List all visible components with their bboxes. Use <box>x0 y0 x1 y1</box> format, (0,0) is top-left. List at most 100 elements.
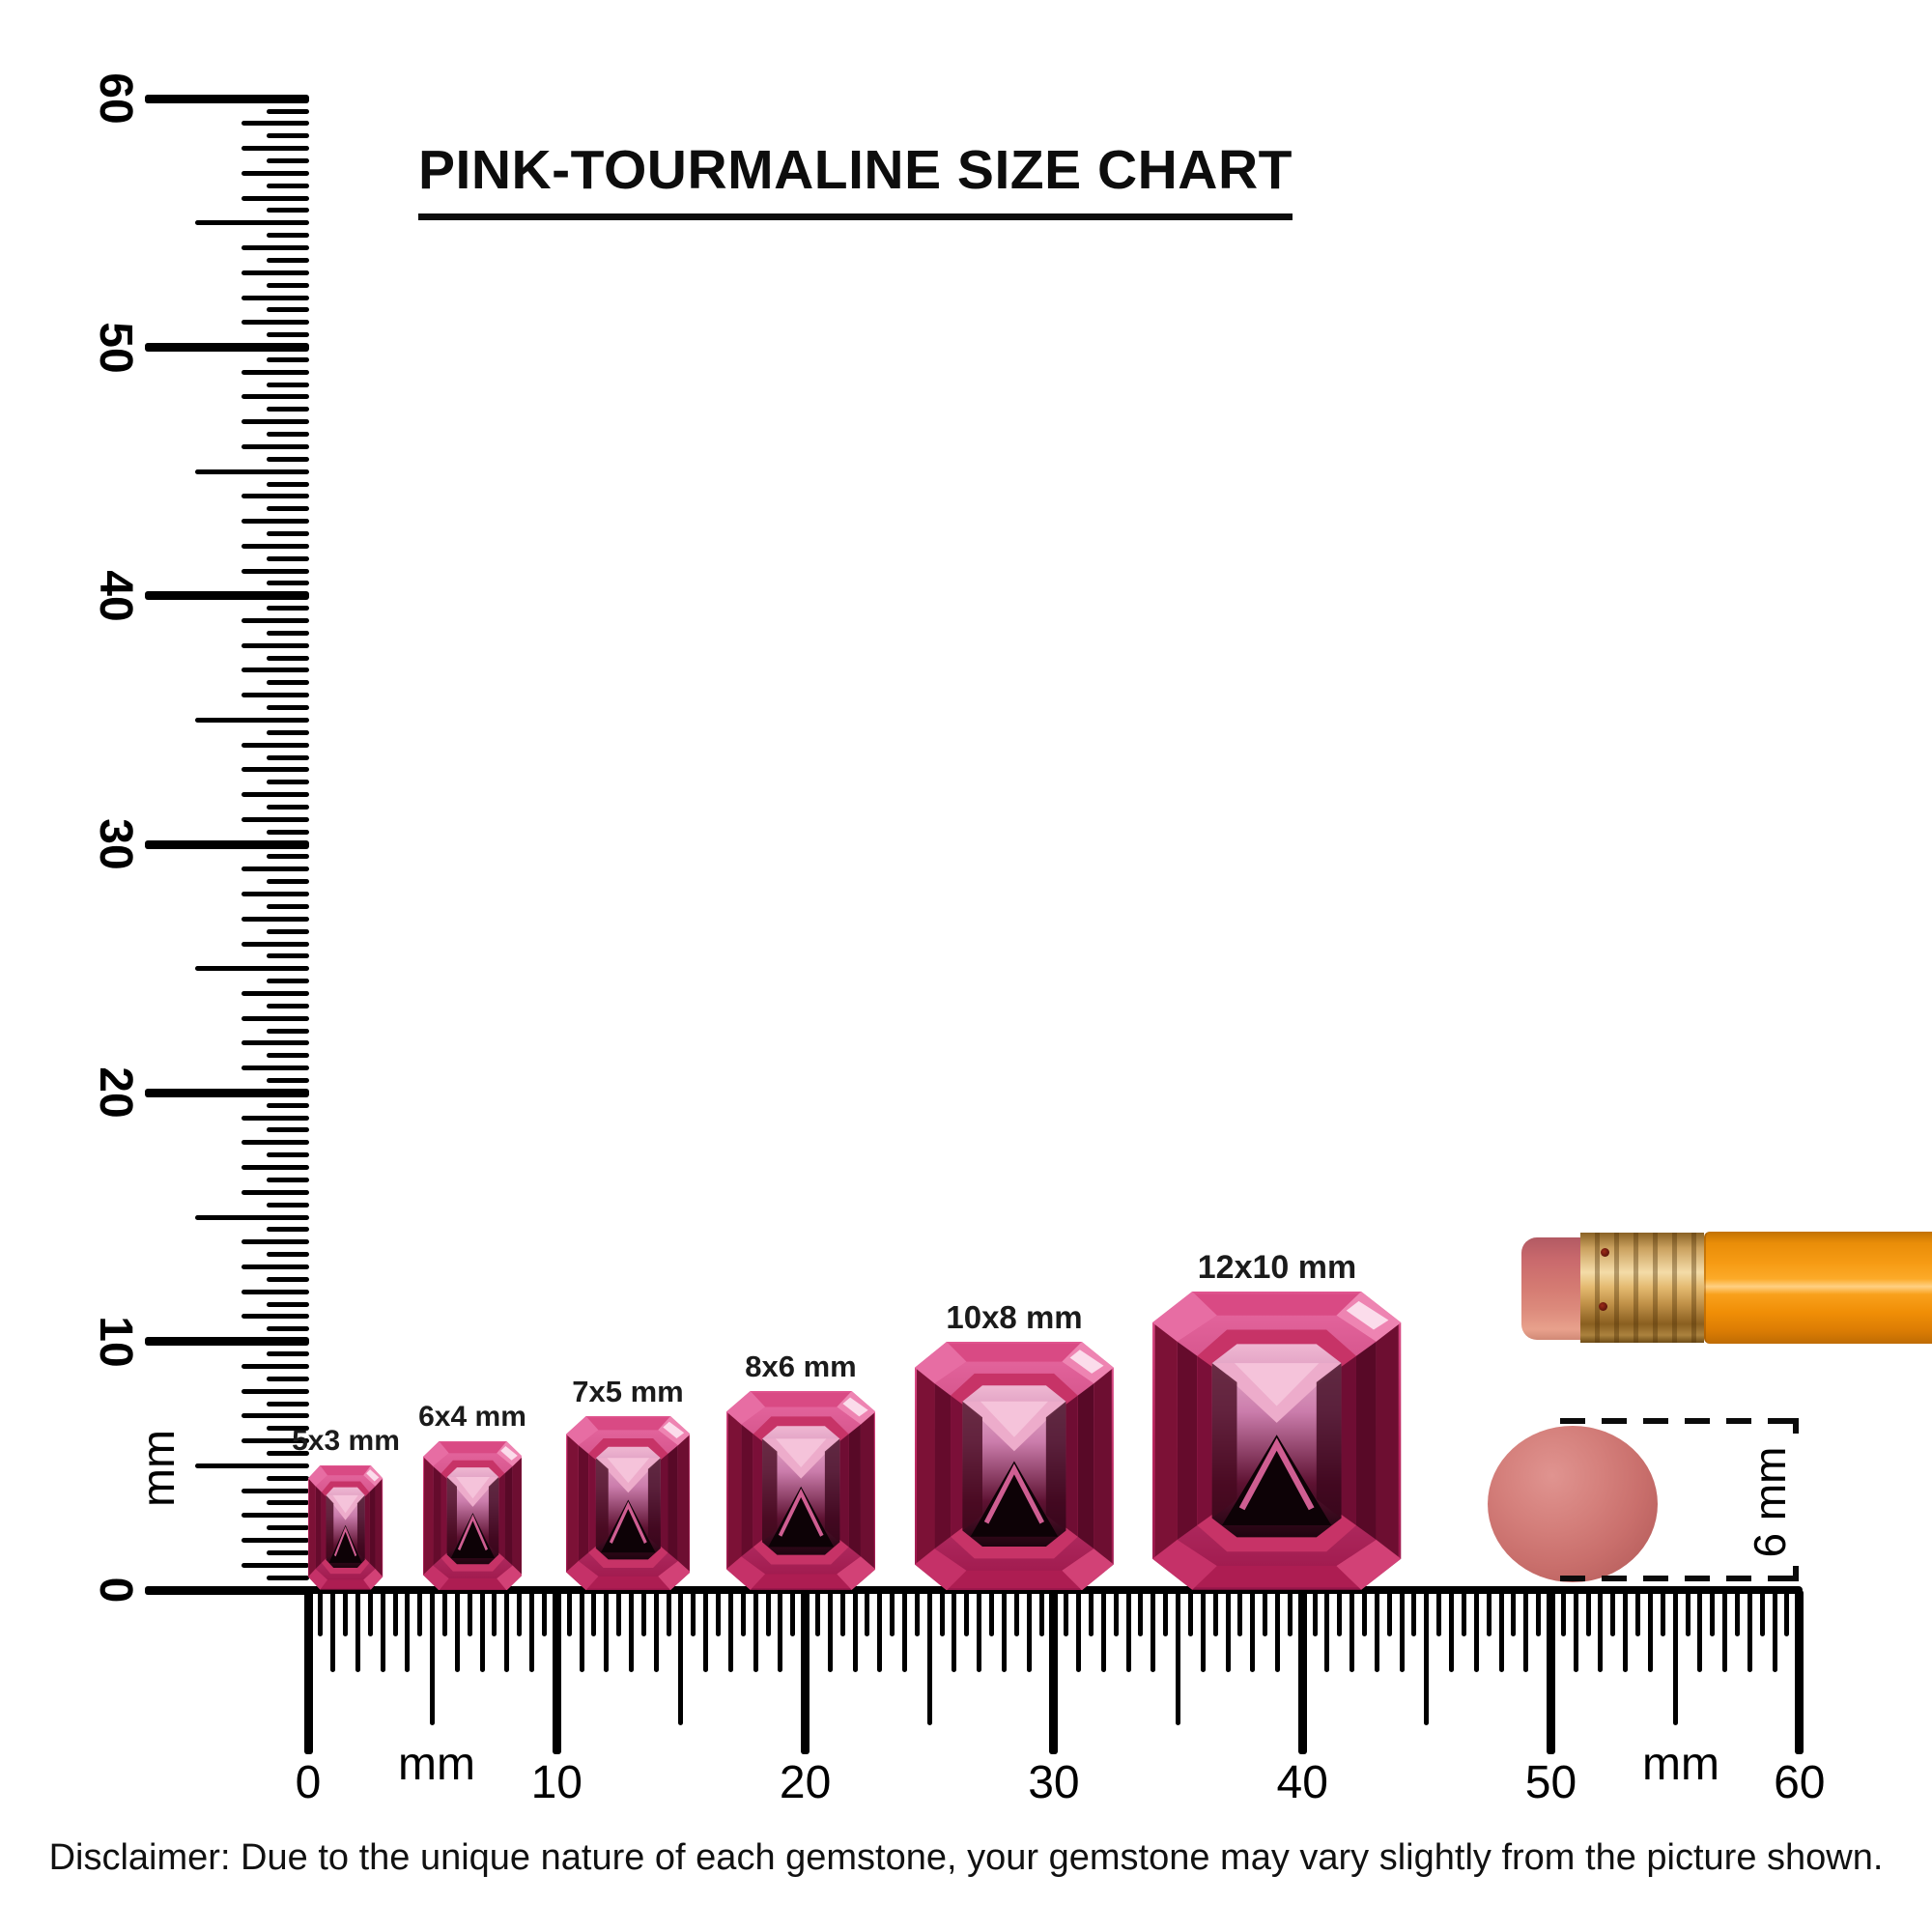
vertical-ruler-tick <box>267 1028 309 1034</box>
vertical-ruler-tick <box>242 1065 309 1071</box>
vertical-ruler-tick <box>242 1015 309 1021</box>
vertical-ruler-tick <box>267 332 309 338</box>
horizontal-ruler-tick <box>552 1590 561 1754</box>
horizontal-ruler-tick <box>454 1590 460 1672</box>
gem-size-label: 7x5 mm <box>572 1374 684 1408</box>
vertical-ruler-number: 0 <box>90 1577 141 1604</box>
gem-10x8mm <box>915 1341 1114 1590</box>
horizontal-ruler-tick <box>1163 1590 1169 1636</box>
vertical-ruler-tick <box>267 1500 309 1506</box>
horizontal-ruler-tick <box>343 1590 349 1636</box>
vertical-ruler-tick <box>242 121 309 127</box>
vertical-ruler-tick <box>267 1252 309 1258</box>
vertical-ruler-tick <box>267 456 309 462</box>
gem-size-label: 5x3 mm <box>292 1425 400 1458</box>
vertical-ruler-tick <box>242 146 309 152</box>
horizontal-ruler-tick <box>1138 1590 1144 1636</box>
horizontal-ruler-tick <box>1536 1590 1542 1636</box>
horizontal-ruler-tick <box>517 1590 523 1636</box>
horizontal-ruler-tick <box>1026 1590 1032 1672</box>
vertical-ruler-tick <box>242 443 309 449</box>
horizontal-ruler-tick <box>1511 1590 1517 1636</box>
measure-dash-top-end <box>1793 1418 1799 1434</box>
vertical-ruler-tick <box>267 928 309 934</box>
horizontal-ruler-tick <box>1324 1590 1330 1672</box>
horizontal-ruler-tick <box>778 1590 783 1672</box>
horizontal-ruler-tick <box>801 1590 810 1754</box>
vertical-ruler-tick <box>267 1053 309 1059</box>
horizontal-ruler-tick <box>1225 1590 1231 1672</box>
vertical-ruler-tick <box>242 792 309 798</box>
horizontal-ruler-tick <box>740 1590 746 1636</box>
horizontal-ruler-number: 60 <box>1774 1757 1826 1808</box>
vertical-ruler-tick <box>242 270 309 275</box>
horizontal-ruler-number: 50 <box>1524 1757 1577 1808</box>
vertical-ruler-tick <box>267 805 309 810</box>
vertical-ruler-tick <box>267 1549 309 1555</box>
vertical-ruler-tick <box>267 953 309 959</box>
horizontal-ruler-tick <box>1436 1590 1442 1636</box>
horizontal-ruler-tick <box>417 1590 423 1636</box>
horizontal-ruler-tick <box>1647 1590 1653 1672</box>
horizontal-ruler-tick <box>1212 1590 1218 1636</box>
horizontal-ruler-tick <box>1125 1590 1131 1672</box>
vertical-ruler-tick <box>267 1326 309 1332</box>
horizontal-ruler-tick <box>604 1590 610 1672</box>
vertical-ruler-tick <box>267 108 309 114</box>
vertical-ruler-tick <box>267 1301 309 1307</box>
vertical-ruler-tick <box>267 903 309 909</box>
vertical-ruler-tick <box>267 233 309 239</box>
vertical-ruler-tick <box>267 307 309 313</box>
horizontal-ruler-tick <box>1722 1590 1728 1672</box>
gem-7x5mm <box>565 1415 691 1590</box>
vertical-ruler-tick <box>242 892 309 897</box>
horizontal-ruler-tick <box>1734 1590 1740 1636</box>
vertical-ruler-tick <box>195 220 309 226</box>
horizontal-ruler-tick <box>1560 1590 1566 1636</box>
vertical-ruler-tick <box>242 941 309 947</box>
vertical-ruler-tick <box>145 94 309 103</box>
gem-12x10mm <box>1152 1292 1402 1590</box>
vertical-ruler-tick <box>267 630 309 636</box>
vertical-ruler-tick <box>267 183 309 188</box>
horizontal-ruler-tick <box>1759 1590 1765 1636</box>
horizontal-ruler-tick <box>1399 1590 1405 1672</box>
gem-size-label: 10x8 mm <box>946 1298 1083 1335</box>
horizontal-ruler-tick <box>405 1590 411 1672</box>
horizontal-ruler-number: 40 <box>1276 1757 1328 1808</box>
vertical-ruler-tick <box>267 1351 309 1357</box>
horizontal-ruler-tick <box>1635 1590 1641 1636</box>
vertical-ruler-number: 40 <box>90 570 141 622</box>
horizontal-ruler-tick <box>964 1590 970 1636</box>
horizontal-ruler-tick <box>1312 1590 1318 1636</box>
horizontal-ruler-tick <box>430 1590 436 1725</box>
horizontal-ruler-tick <box>1200 1590 1206 1672</box>
vertical-ruler-unit-label: mm <box>133 1430 185 1507</box>
horizontal-ruler-tick <box>1113 1590 1119 1636</box>
vertical-ruler-tick <box>267 356 309 362</box>
horizontal-ruler-tick <box>1100 1590 1106 1672</box>
vertical-ruler-tick <box>267 407 309 412</box>
vertical-ruler-tick <box>267 754 309 760</box>
horizontal-ruler-tick <box>442 1590 447 1636</box>
vertical-ruler-tick <box>242 867 309 872</box>
vertical-ruler-tick <box>242 1513 309 1519</box>
vertical-ruler-tick <box>267 1202 309 1208</box>
vertical-ruler-tick <box>242 568 309 574</box>
vertical-ruler-tick <box>267 1177 309 1182</box>
horizontal-ruler-tick <box>1386 1590 1392 1636</box>
horizontal-ruler-tick <box>977 1590 982 1672</box>
gem-size-label: 6x4 mm <box>418 1400 526 1433</box>
vertical-ruler-tick <box>267 879 309 885</box>
horizontal-ruler-tick <box>1747 1590 1752 1672</box>
horizontal-ruler-tick <box>1660 1590 1665 1636</box>
vertical-ruler-tick <box>267 829 309 835</box>
horizontal-ruler-tick <box>839 1590 845 1636</box>
horizontal-ruler-tick <box>330 1590 336 1672</box>
horizontal-ruler-tick <box>1350 1590 1355 1672</box>
horizontal-ruler-tick <box>914 1590 920 1636</box>
horizontal-ruler-tick <box>1176 1590 1181 1725</box>
vertical-ruler-tick <box>145 1088 309 1097</box>
horizontal-ruler-tick <box>814 1590 820 1636</box>
horizontal-ruler-tick <box>926 1590 932 1725</box>
